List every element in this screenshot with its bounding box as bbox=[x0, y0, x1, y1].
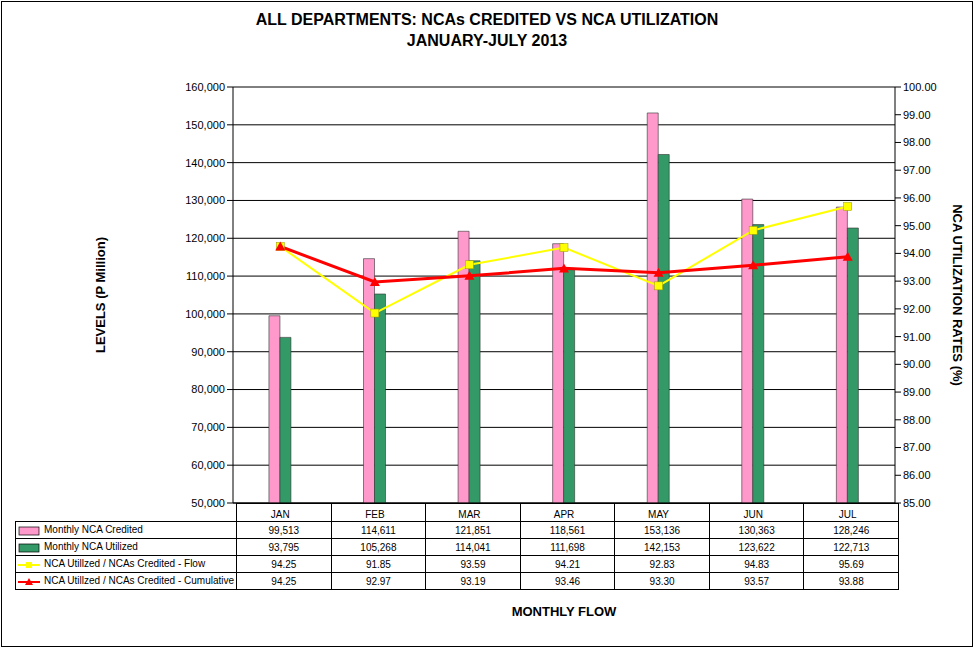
svg-text:JUL: JUL bbox=[839, 509, 857, 520]
svg-text:97.00: 97.00 bbox=[903, 164, 931, 176]
html-text:Monthly NCA Utilized: Monthly NCA Utilized bbox=[44, 541, 138, 553]
html-text:94.25: 94.25 bbox=[271, 558, 297, 570]
html-text:ALL DEPARTMENTS: NCAs CREDITED: ALL DEPARTMENTS: NCAs CREDITED VS NCA UT… bbox=[255, 11, 719, 28]
html-text:93.57: 93.57 bbox=[744, 575, 770, 587]
html-text:93.30: 93.30 bbox=[649, 575, 675, 587]
svg-text:85.00: 85.00 bbox=[903, 497, 931, 509]
svg-text:JAN: JAN bbox=[271, 509, 290, 520]
svg-text:APR: APR bbox=[554, 509, 575, 520]
html-text:93.19: 93.19 bbox=[460, 575, 486, 587]
svg-text:98.00: 98.00 bbox=[903, 136, 931, 148]
svg-text:NCA UTILIZATION RATES (%): NCA UTILIZATION RATES (%) bbox=[950, 204, 965, 386]
html-text:94.83: 94.83 bbox=[744, 558, 770, 570]
html-text:153,136: 153,136 bbox=[644, 524, 681, 536]
svg-text:88.00: 88.00 bbox=[903, 414, 931, 426]
svg-text:50,000: 50,000 bbox=[191, 497, 225, 509]
html-text:122,713: 122,713 bbox=[833, 541, 870, 553]
svg-text:110,000: 110,000 bbox=[186, 270, 225, 282]
svg-text:LEVELS (P Million): LEVELS (P Million) bbox=[93, 237, 108, 353]
html-text:NCA Utillzed / NCAs Credited -: NCA Utillzed / NCAs Credited - Cumulativ… bbox=[44, 575, 235, 587]
svg-text:86.00: 86.00 bbox=[903, 469, 931, 481]
html-text:94.21: 94.21 bbox=[555, 558, 580, 570]
html-text:130,363: 130,363 bbox=[738, 524, 775, 536]
svg-text:130,000: 130,000 bbox=[185, 194, 225, 206]
svg-text:92.00: 92.00 bbox=[903, 303, 931, 315]
svg-text:99.00: 99.00 bbox=[903, 109, 931, 121]
html-text:118,561: 118,561 bbox=[549, 524, 586, 536]
svg-text:100.00: 100.00 bbox=[903, 81, 937, 93]
svg-text:JUN: JUN bbox=[743, 509, 762, 520]
html-text:JANUARY-JULY 2013: JANUARY-JULY 2013 bbox=[406, 32, 568, 49]
svg-text:90.00: 90.00 bbox=[903, 358, 931, 370]
html-text:128,246: 128,246 bbox=[833, 524, 870, 536]
svg-text:90,000: 90,000 bbox=[191, 346, 225, 358]
html-text:142,153: 142,153 bbox=[644, 541, 681, 553]
svg-text:FEB: FEB bbox=[365, 509, 385, 520]
svg-text:91.00: 91.00 bbox=[903, 331, 931, 343]
html-text:114,041: 114,041 bbox=[455, 541, 491, 553]
svg-text:80,000: 80,000 bbox=[191, 383, 225, 395]
html-text:94.25: 94.25 bbox=[271, 575, 297, 587]
svg-text:140,000: 140,000 bbox=[185, 157, 225, 169]
html-text:92.97: 92.97 bbox=[365, 575, 391, 587]
html-text:MONTHLY FLOW: MONTHLY FLOW bbox=[511, 604, 617, 619]
html-text:105,268: 105,268 bbox=[360, 541, 397, 553]
svg-text:93.00: 93.00 bbox=[903, 275, 931, 287]
html-text:111,698: 111,698 bbox=[550, 541, 585, 553]
html-text:93.59: 93.59 bbox=[460, 558, 486, 570]
html-text:92.83: 92.83 bbox=[649, 558, 675, 570]
html-text:93.46: 93.46 bbox=[555, 575, 580, 587]
html-text:NCA Utillzed / NCAs Credited -: NCA Utillzed / NCAs Credited - Flow bbox=[44, 558, 206, 570]
html-text:93,795: 93,795 bbox=[268, 541, 300, 553]
svg-text:120,000: 120,000 bbox=[185, 232, 225, 244]
html-text:91.85: 91.85 bbox=[365, 558, 391, 570]
svg-text:150,000: 150,000 bbox=[185, 119, 225, 131]
svg-text:MAY: MAY bbox=[648, 509, 669, 520]
svg-text:100,000: 100,000 bbox=[185, 308, 225, 320]
svg-text:96.00: 96.00 bbox=[903, 192, 931, 204]
svg-text:70,000: 70,000 bbox=[191, 421, 225, 433]
svg-text:95.00: 95.00 bbox=[903, 220, 931, 232]
html-text:99,513: 99,513 bbox=[268, 524, 300, 536]
svg-text:60,000: 60,000 bbox=[191, 459, 225, 471]
svg-text:87.00: 87.00 bbox=[903, 441, 931, 453]
svg-text:89.00: 89.00 bbox=[903, 386, 931, 398]
html-text:123,622: 123,622 bbox=[738, 541, 775, 553]
svg-text:MAR: MAR bbox=[458, 509, 480, 520]
svg-text:160,000: 160,000 bbox=[185, 81, 225, 93]
html-text:93.88: 93.88 bbox=[838, 575, 864, 587]
svg-text:94.00: 94.00 bbox=[903, 247, 931, 259]
html-text:121,851: 121,851 bbox=[454, 524, 491, 536]
html-text:Monthly NCA Credited: Monthly NCA Credited bbox=[44, 524, 143, 536]
html-text:114,611: 114,611 bbox=[361, 524, 396, 536]
html-text:95.69: 95.69 bbox=[838, 558, 864, 570]
